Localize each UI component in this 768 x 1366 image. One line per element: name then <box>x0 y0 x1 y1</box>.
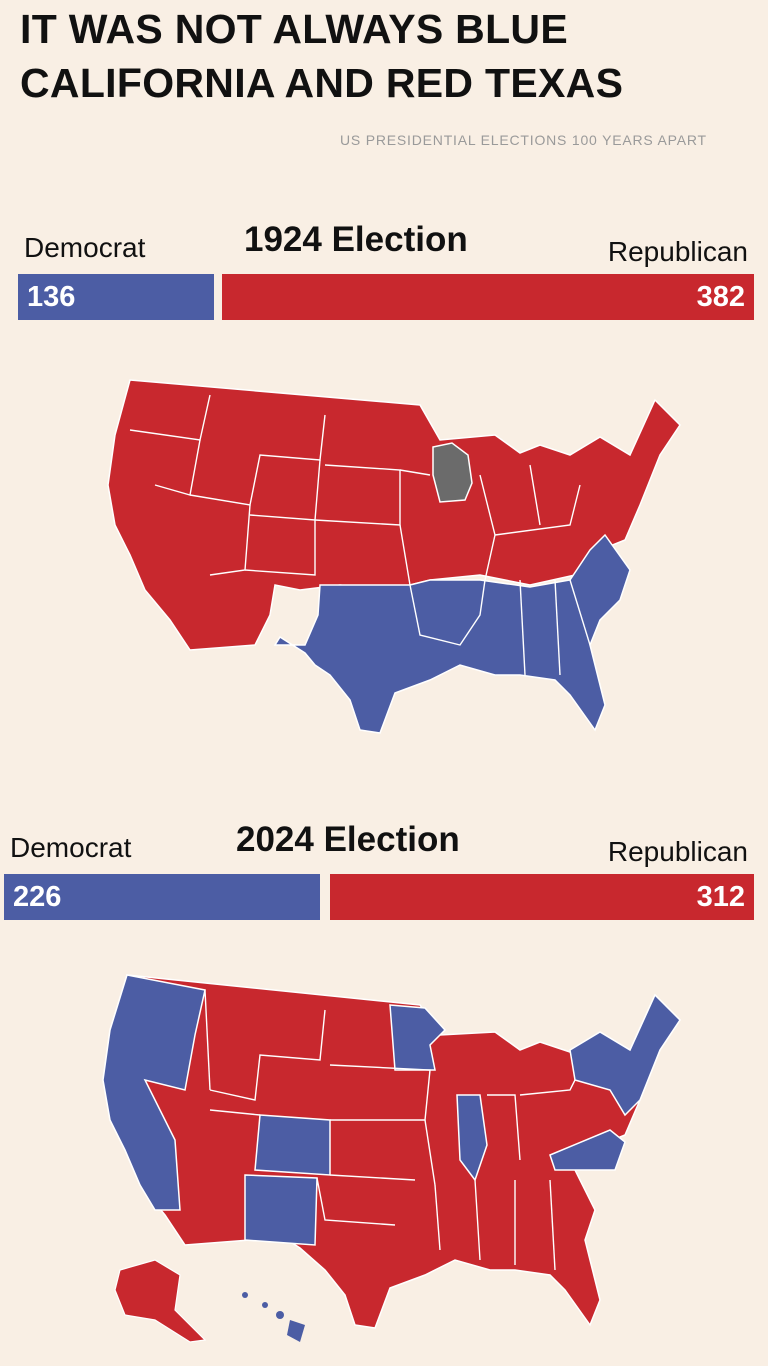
map-state-borders-2024 <box>204 989 576 1271</box>
republican-bar-2024: 312 <box>330 874 754 920</box>
map-alaska-red-2024 <box>114 1259 207 1343</box>
map-newmexico-blue-2024 <box>244 1174 318 1246</box>
election-1924-section: Democrat 1924 Election Republican 136 38… <box>18 220 754 734</box>
election-heading-1924: 1924 Election <box>244 220 468 259</box>
democrat-bar-2024: 226 <box>4 874 320 920</box>
us-map-1924 <box>107 379 681 734</box>
us-map-2024 <box>102 974 681 1343</box>
map-hawaii-blue-2024 <box>242 1292 305 1342</box>
election-heading-2024: 2024 Election <box>236 820 460 859</box>
democrat-bar-1924: 136 <box>18 274 214 320</box>
map-minnesota-blue-2024 <box>389 1004 447 1071</box>
map-south-blue-1924 <box>273 533 631 734</box>
democrat-label-1924: Democrat <box>24 232 146 263</box>
map-red-states-1924 <box>107 379 681 651</box>
map-state-borders-1924 <box>129 394 591 676</box>
map-illinois-blue-2024 <box>456 1094 488 1182</box>
republican-label-1924: Republican <box>607 236 748 267</box>
map-northeast-blue-2024 <box>569 993 681 1117</box>
map-westcoast-blue-2024 <box>102 974 206 1211</box>
map-virginia-blue-2024 <box>549 1129 626 1171</box>
republican-bar-1924: 382 <box>222 274 754 320</box>
republican-label-2024: Republican <box>607 836 748 867</box>
democrat-label-2024: Democrat <box>10 832 132 863</box>
map-colorado-blue-2024 <box>254 1114 331 1176</box>
page-subtitle: US PRESIDENTIAL ELECTIONS 100 YEARS APAR… <box>340 132 707 148</box>
map-wisconsin-gray-1924 <box>432 442 473 503</box>
page-title: IT WAS NOT ALWAYS BLUE CALIFORNIA AND RE… <box>20 6 624 106</box>
